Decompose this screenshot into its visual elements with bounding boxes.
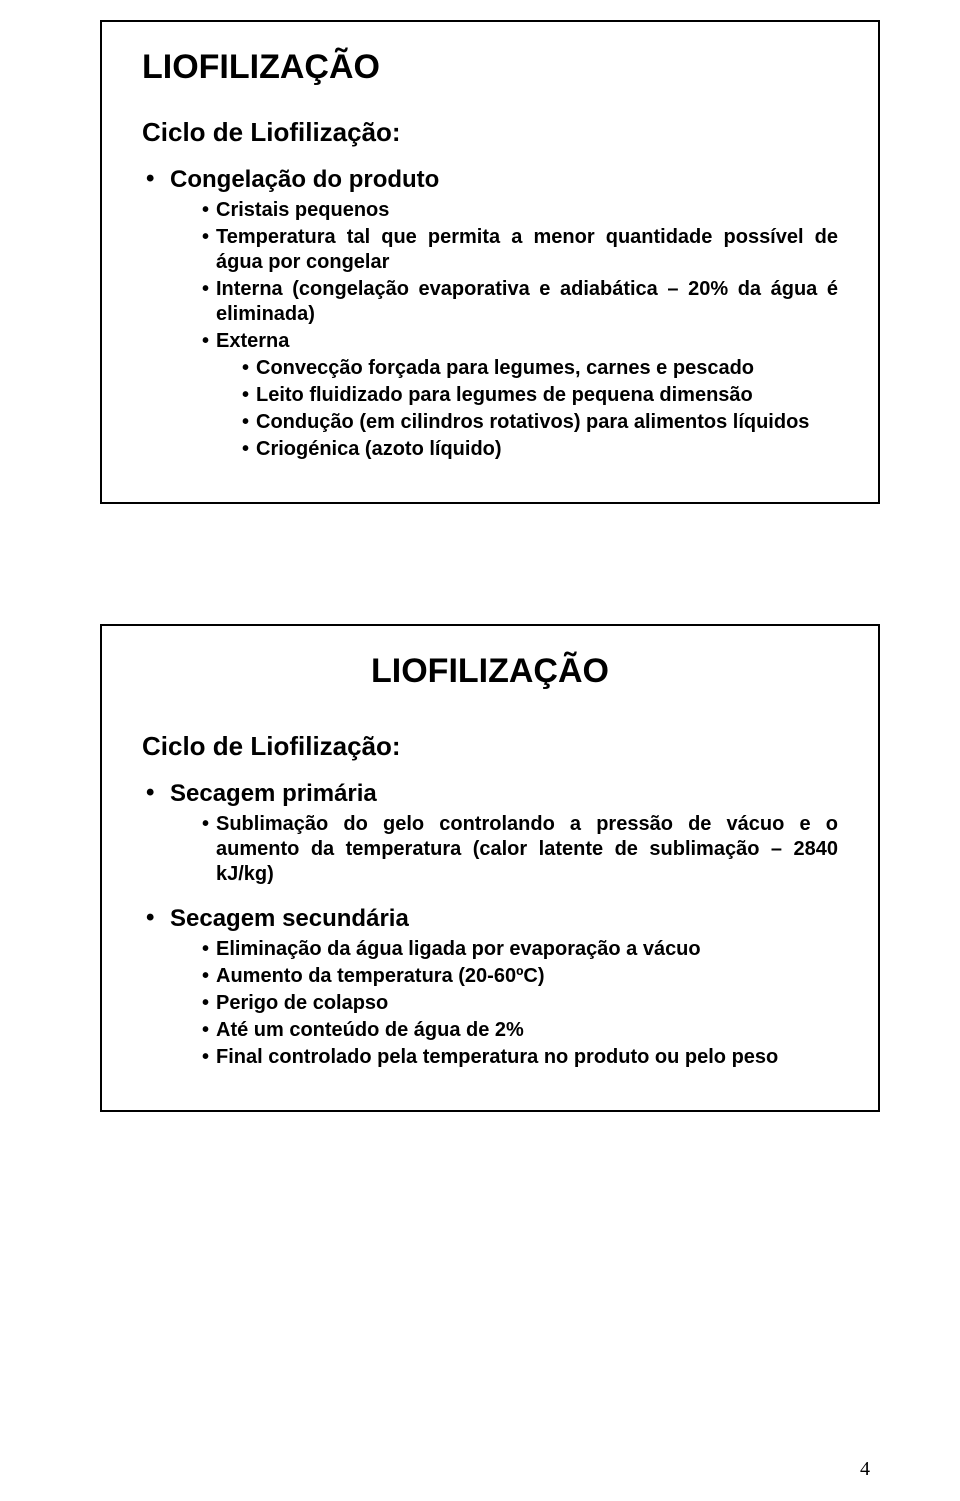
slide1-title: LIOFILIZAÇÃO	[142, 48, 838, 87]
slide2-subtitle: Ciclo de Liofilização:	[142, 731, 838, 762]
slide2-item2-sub1: Eliminação da água ligada por evaporação…	[202, 937, 838, 962]
slide1-item1-sub4-label: Externa	[216, 330, 289, 352]
page-number: 4	[860, 1458, 870, 1481]
slide1-item1-sub4-d: Criogénica (azoto líquido)	[242, 437, 838, 462]
slide1-item1-sub4: Externa Convecção forçada para legumes, …	[202, 329, 838, 462]
slide2-item2-sub2: Aumento da temperatura (20-60ºC)	[202, 964, 838, 989]
slide2-item1-sub1: Sublimação do gelo controlando a pressão…	[202, 812, 838, 887]
slide1-item1-sub3-label: Interna (congelação evaporativa e adiabá…	[216, 278, 838, 325]
slide2-item1-label: Secagem primária	[170, 780, 377, 807]
slide1-item1-sub3: Interna (congelação evaporativa e adiabá…	[202, 277, 838, 327]
slide1-item1-sub4-a: Convecção forçada para legumes, carnes e…	[242, 356, 838, 381]
page: LIOFILIZAÇÃO Ciclo de Liofilização: Cong…	[0, 0, 960, 1501]
slide1-item1: Congelação do produto Cristais pequenos …	[142, 166, 838, 462]
slide2-list: Secagem primária Sublimação do gelo cont…	[142, 780, 838, 1070]
slide1-item1-sub4-list: Convecção forçada para legumes, carnes e…	[242, 356, 838, 462]
slide2-item2-sub4: Até um conteúdo de água de 2%	[202, 1018, 838, 1043]
slide1-list: Congelação do produto Cristais pequenos …	[142, 166, 838, 462]
slide1-item1-sub1: Cristais pequenos	[202, 198, 838, 223]
slide2-item2-sublist: Eliminação da água ligada por evaporação…	[202, 937, 838, 1070]
slide1-item1-sub4-b: Leito fluidizado para legumes de pequena…	[242, 383, 838, 408]
slide2-item1: Secagem primária Sublimação do gelo cont…	[142, 780, 838, 887]
slide1-item1-sublist: Cristais pequenos Temperatura tal que pe…	[202, 198, 838, 462]
slide2-item2-label: Secagem secundária	[170, 905, 409, 932]
slide-1: LIOFILIZAÇÃO Ciclo de Liofilização: Cong…	[100, 20, 880, 504]
slide2-item1-sublist: Sublimação do gelo controlando a pressão…	[202, 812, 838, 887]
slide2-item2: Secagem secundária Eliminação da água li…	[142, 905, 838, 1070]
slide-2: LIOFILIZAÇÃO Ciclo de Liofilização: Seca…	[100, 624, 880, 1112]
slide1-subtitle: Ciclo de Liofilização:	[142, 117, 838, 148]
slide1-item1-sub4-c: Condução (em cilindros rotativos) para a…	[242, 410, 838, 435]
slide2-title: LIOFILIZAÇÃO	[142, 652, 838, 691]
slide2-item2-sub5: Final controlado pela temperatura no pro…	[202, 1045, 838, 1070]
slide1-item1-sub2: Temperatura tal que permita a menor quan…	[202, 225, 838, 275]
slide2-item2-sub3: Perigo de colapso	[202, 991, 838, 1016]
slide1-item1-label: Congelação do produto	[170, 166, 439, 193]
